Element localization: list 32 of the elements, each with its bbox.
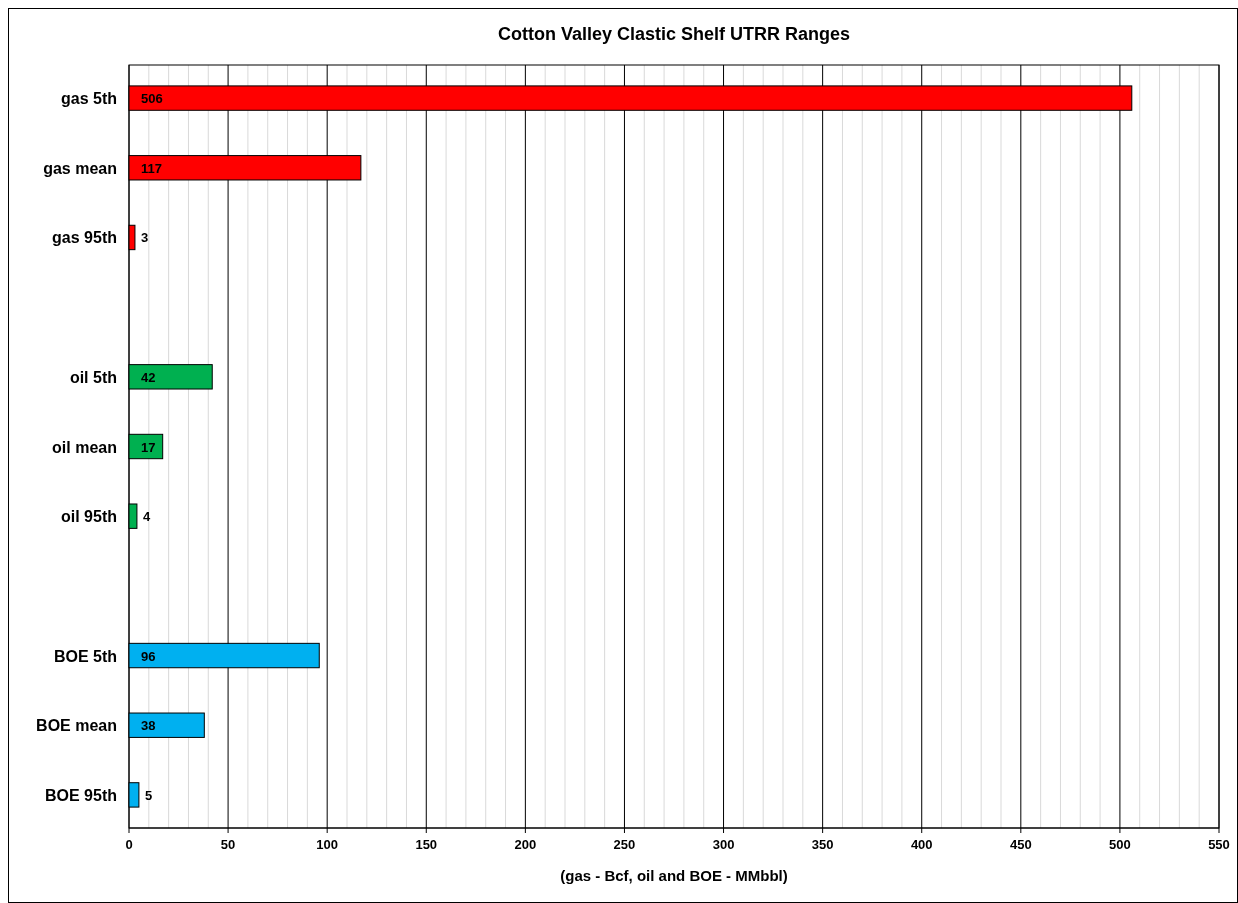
y-tick-label: gas 95th [52, 229, 117, 247]
data-label: 117 [141, 160, 162, 176]
data-label: 506 [141, 91, 163, 107]
x-tick-label: 0 [125, 837, 133, 852]
y-tick-label: BOE mean [36, 717, 117, 735]
data-label: 4 [142, 509, 151, 525]
x-axis-title: (gas - Bcf, oil and BOE - MMbbl) [560, 867, 788, 884]
x-tick-label: 150 [415, 837, 438, 852]
x-tick-label: 100 [316, 837, 339, 852]
x-tick-label: 550 [1208, 837, 1230, 852]
data-label: 17 [141, 439, 156, 455]
x-tick-label: 300 [712, 837, 735, 852]
chart-title: Cotton Valley Clastic Shelf UTRR Ranges [497, 24, 851, 44]
data-label: 38 [141, 718, 156, 734]
x-tick-label: 50 [220, 837, 236, 852]
y-tick-label: BOE 5th [53, 647, 117, 665]
y-tick-label: gas mean [43, 159, 117, 177]
x-tick-label: 400 [910, 837, 933, 852]
data-label: 42 [141, 369, 156, 385]
y-tick-label: oil mean [52, 438, 117, 456]
y-tick-label: gas 5th [60, 90, 117, 108]
y-tick-label: oil 95th [60, 508, 117, 526]
x-tick-label: 350 [811, 837, 834, 852]
x-tick-label: 500 [1109, 837, 1131, 852]
y-tick-label: oil 5th [69, 368, 117, 386]
data-label: 3 [140, 230, 149, 246]
x-tick-label: 200 [514, 837, 537, 852]
x-tick-label: 250 [613, 837, 636, 852]
x-tick-label: 450 [1009, 837, 1032, 852]
data-label: 96 [141, 648, 156, 664]
data-label: 5 [144, 787, 153, 803]
y-tick-label: BOE 95th [44, 786, 117, 804]
